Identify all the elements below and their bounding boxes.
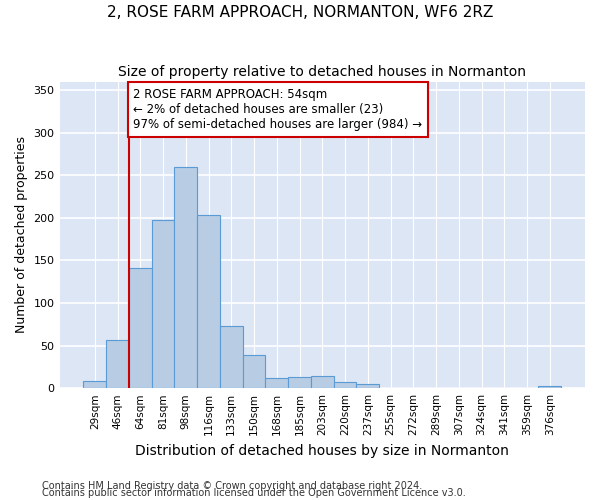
Bar xyxy=(197,216,220,388)
Bar xyxy=(129,268,152,388)
Bar xyxy=(83,380,106,388)
Bar xyxy=(175,166,197,388)
Bar xyxy=(220,326,242,388)
Title: Size of property relative to detached houses in Normanton: Size of property relative to detached ho… xyxy=(118,65,526,79)
Text: Contains HM Land Registry data © Crown copyright and database right 2024.: Contains HM Land Registry data © Crown c… xyxy=(42,481,422,491)
Bar xyxy=(538,386,561,388)
Y-axis label: Number of detached properties: Number of detached properties xyxy=(15,136,28,334)
Bar xyxy=(242,355,265,388)
Bar xyxy=(152,220,175,388)
Bar xyxy=(334,382,356,388)
Bar xyxy=(356,384,379,388)
X-axis label: Distribution of detached houses by size in Normanton: Distribution of detached houses by size … xyxy=(136,444,509,458)
Bar xyxy=(265,378,288,388)
Text: 2, ROSE FARM APPROACH, NORMANTON, WF6 2RZ: 2, ROSE FARM APPROACH, NORMANTON, WF6 2R… xyxy=(107,5,493,20)
Text: 2 ROSE FARM APPROACH: 54sqm
← 2% of detached houses are smaller (23)
97% of semi: 2 ROSE FARM APPROACH: 54sqm ← 2% of deta… xyxy=(133,88,422,132)
Bar xyxy=(106,340,129,388)
Text: Contains public sector information licensed under the Open Government Licence v3: Contains public sector information licen… xyxy=(42,488,466,498)
Bar xyxy=(288,377,311,388)
Bar xyxy=(311,376,334,388)
